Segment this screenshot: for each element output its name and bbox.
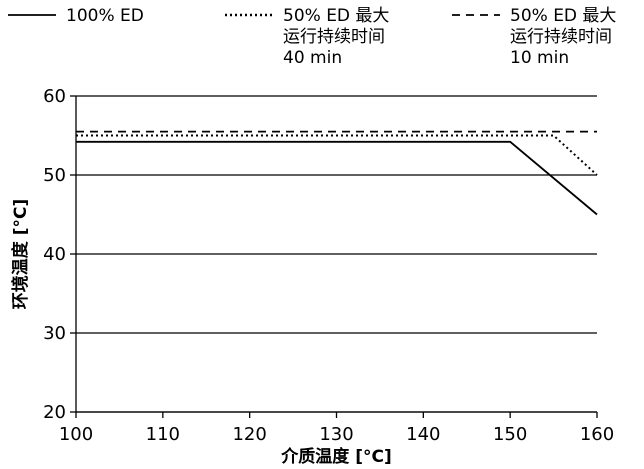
series-line-solid xyxy=(76,140,598,216)
legend-label: 100% ED xyxy=(66,6,144,26)
x-tick-label: 120 xyxy=(232,424,266,445)
x-tick-labels: 100 110 120 130 140 150 160 xyxy=(59,424,614,445)
legend-label: 50% ED 最大 xyxy=(283,6,389,26)
legend-label: 50% ED 最大 xyxy=(510,6,616,26)
y-tick-label: 20 xyxy=(43,402,66,423)
legend-label: 10 min xyxy=(510,48,569,68)
series-lines xyxy=(76,130,598,216)
axes xyxy=(70,95,598,418)
legend-label: 40 min xyxy=(283,48,342,68)
y-tick-labels: 20 30 40 50 60 xyxy=(43,86,66,423)
y-tick-label: 50 xyxy=(43,165,66,186)
x-axis-title: 介质温度 [°C] xyxy=(280,446,391,467)
legend-label: 运行持续时间 xyxy=(283,27,385,47)
x-tick-label: 150 xyxy=(493,424,527,445)
x-tick-label: 140 xyxy=(406,424,440,445)
legend-label: 运行持续时间 xyxy=(510,27,612,47)
y-axis-title: 环境温度 [°C] xyxy=(10,199,31,309)
x-tick-label: 130 xyxy=(319,424,353,445)
y-tick-label: 40 xyxy=(43,244,66,265)
series-line-dotted xyxy=(76,134,598,176)
y-tick-label: 60 xyxy=(43,86,66,107)
x-tick-label: 160 xyxy=(580,424,614,445)
y-tick-label: 30 xyxy=(43,323,66,344)
x-tick-label: 110 xyxy=(146,424,180,445)
grid-lines xyxy=(76,95,597,413)
x-tick-label: 100 xyxy=(59,424,93,445)
